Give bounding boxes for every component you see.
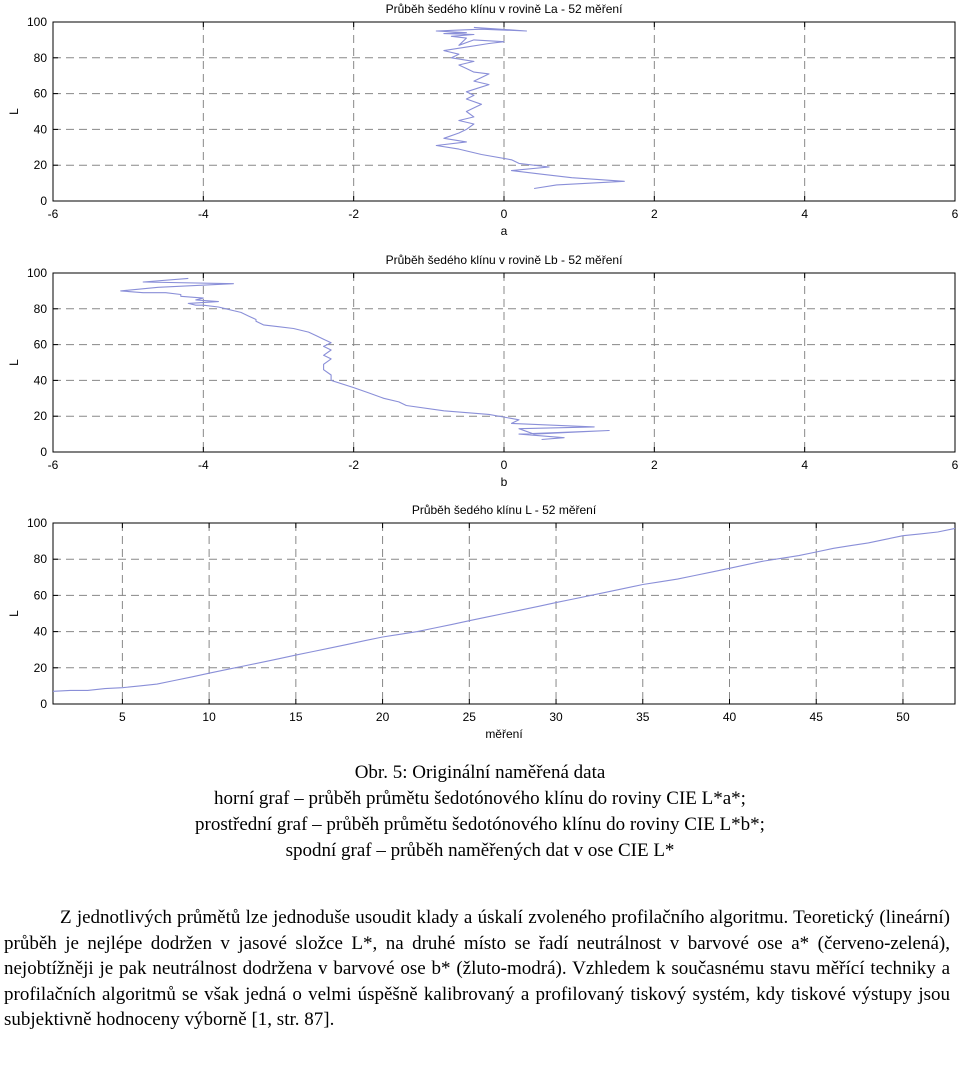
y-tick-label: 40 xyxy=(34,625,48,639)
x-tick-label: 30 xyxy=(549,710,563,724)
x-tick-label: 45 xyxy=(810,710,824,724)
x-tick-label: 0 xyxy=(501,207,508,221)
x-tick-label: 2 xyxy=(651,458,658,472)
series-line-1 xyxy=(120,277,610,441)
x-axis-label: b xyxy=(501,475,508,489)
x-tick-label: 6 xyxy=(952,458,959,472)
x-axis-label: a xyxy=(501,224,508,238)
x-tick-label: 40 xyxy=(723,710,737,724)
x-tick-label: 0 xyxy=(501,458,508,472)
y-tick-label: 100 xyxy=(27,15,47,29)
caption-line-2: horní graf – průběh průmětu šedotónového… xyxy=(214,788,746,809)
x-tick-label: 20 xyxy=(376,710,390,724)
x-tick-label: -2 xyxy=(348,207,359,221)
y-tick-label: 0 xyxy=(40,697,47,711)
x-axis-label: měření xyxy=(485,727,523,741)
figure-caption: Obr. 5: Originální naměřená data horní g… xyxy=(0,760,960,864)
y-axis-label: L xyxy=(7,108,21,115)
x-tick-label: -2 xyxy=(348,458,359,472)
y-tick-label: 40 xyxy=(34,373,48,387)
chart-title: Průběh šedého klínu v rovině La - 52 měř… xyxy=(386,2,623,16)
caption-line-1: Obr. 5: Originální naměřená data xyxy=(354,762,606,783)
x-tick-label: 15 xyxy=(289,710,303,724)
x-tick-label: 10 xyxy=(202,710,216,724)
chart-3: 5 10 15 20 25 30 35 40 45 50 0 20 40 60 80 100 Průběh še… xyxy=(7,503,956,741)
y-tick-label: 80 xyxy=(34,552,48,566)
series-line-1 xyxy=(52,527,956,692)
y-tick-label: 60 xyxy=(34,87,48,101)
chart-title: Průběh šedého klínu L - 52 měření xyxy=(412,503,597,517)
y-tick-label: 0 xyxy=(40,445,47,459)
y-tick-label: 20 xyxy=(34,158,48,172)
caption-line-4: spodní graf – průběh naměřených dat v os… xyxy=(285,840,675,861)
y-tick-label: 100 xyxy=(27,266,47,280)
x-tick-label: 2 xyxy=(651,207,658,221)
x-tick-label: -4 xyxy=(198,458,209,472)
series-line-1 xyxy=(435,26,625,190)
y-tick-label: 40 xyxy=(34,122,48,136)
plot-frame xyxy=(52,522,956,705)
body-paragraph: Z jednotlivých průmětů lze jednoduše uso… xyxy=(4,907,950,1030)
y-tick-label: 20 xyxy=(34,661,48,675)
x-tick-label: -6 xyxy=(48,458,59,472)
y-axis-label: L xyxy=(7,610,21,617)
chart-title: Průběh šedého klínu v rovině Lb - 52 měř… xyxy=(386,253,623,267)
y-axis-label: L xyxy=(7,359,21,366)
x-tick-label: 25 xyxy=(463,710,477,724)
y-tick-label: 20 xyxy=(34,409,48,423)
x-tick-label: 5 xyxy=(119,710,126,724)
x-tick-label: -6 xyxy=(48,207,59,221)
y-tick-label: 100 xyxy=(27,516,47,530)
caption-line-3: prostřední graf – průběh průmětu šedotón… xyxy=(195,814,765,835)
x-tick-label: 4 xyxy=(801,207,808,221)
x-tick-label: 50 xyxy=(896,710,910,724)
y-tick-label: 0 xyxy=(40,194,47,208)
y-tick-label: 60 xyxy=(34,588,48,602)
x-tick-label: 6 xyxy=(952,207,959,221)
x-tick-label: -4 xyxy=(198,207,209,221)
x-tick-label: 35 xyxy=(636,710,650,724)
y-tick-label: 80 xyxy=(34,302,48,316)
y-tick-label: 80 xyxy=(34,51,48,65)
y-tick-label: 60 xyxy=(34,338,48,352)
x-tick-label: 4 xyxy=(801,458,808,472)
